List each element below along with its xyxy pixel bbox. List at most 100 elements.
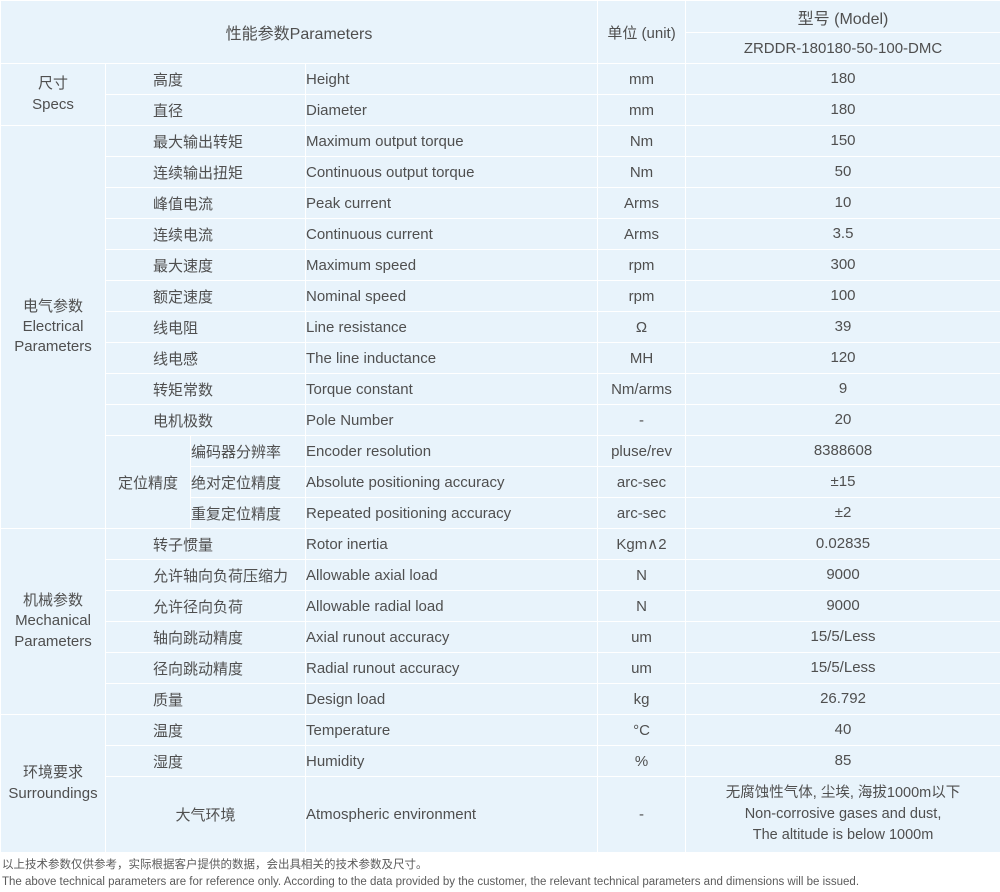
param-value: 3.5 — [686, 219, 1000, 250]
table-header: 性能参数Parameters 单位 (unit) 型号 (Model) ZRDD… — [1, 1, 1000, 64]
param-value: 50 — [686, 157, 1000, 188]
param-name-en: Continuous output torque — [306, 157, 598, 188]
param-name-en: Allowable radial load — [306, 591, 598, 622]
param-unit: MH — [598, 343, 686, 374]
param-name-zh: 最大输出转矩 — [106, 126, 306, 157]
footnote-zh: 以上技术参数仅供参考，实际根据客户提供的数据，会出具相关的技术参数及尺寸。 — [2, 857, 1000, 874]
param-name-en: Peak current — [306, 188, 598, 219]
param-name-zh: 线电阻 — [106, 312, 306, 343]
param-name-zh: 大气环境 — [106, 777, 306, 853]
param-name-zh: 转子惯量 — [106, 529, 306, 560]
param-value: 120 — [686, 343, 1000, 374]
param-name-en: Pole Number — [306, 405, 598, 436]
table-row: 峰值电流 Peak current Arms 10 — [1, 188, 1000, 219]
param-name-en: Absolute positioning accuracy — [306, 467, 598, 498]
header-model-code: ZRDDR-180180-50-100-DMC — [686, 33, 1000, 64]
param-unit: rpm — [598, 281, 686, 312]
param-value: 40 — [686, 715, 1000, 746]
param-unit: arc-sec — [598, 467, 686, 498]
param-name-en: Axial runout accuracy — [306, 622, 598, 653]
param-value: 39 — [686, 312, 1000, 343]
param-value: ±2 — [686, 498, 1000, 529]
param-value: 9000 — [686, 591, 1000, 622]
param-name-en: Maximum output torque — [306, 126, 598, 157]
param-name-en: Repeated positioning accuracy — [306, 498, 598, 529]
param-value: 9 — [686, 374, 1000, 405]
param-unit: Kgm∧2 — [598, 529, 686, 560]
param-name-zh: 径向跳动精度 — [106, 653, 306, 684]
param-unit: kg — [598, 684, 686, 715]
table-row: 线电感 The line inductance MH 120 — [1, 343, 1000, 374]
specifications-table: 性能参数Parameters 单位 (unit) 型号 (Model) ZRDD… — [0, 0, 1000, 853]
table-row: 大气环境 Atmospheric environment - 无腐蚀性气体, 尘… — [1, 777, 1000, 853]
param-unit: Nm/arms — [598, 374, 686, 405]
param-value: 20 — [686, 405, 1000, 436]
param-unit: Arms — [598, 219, 686, 250]
param-name-en: Nominal speed — [306, 281, 598, 312]
param-name-zh: 绝对定位精度 — [191, 467, 306, 498]
param-unit: um — [598, 622, 686, 653]
table-row: 轴向跳动精度 Axial runout accuracy um 15/5/Les… — [1, 622, 1000, 653]
param-name-en: Temperature — [306, 715, 598, 746]
table-row: 允许轴向负荷压缩力 Allowable axial load N 9000 — [1, 560, 1000, 591]
header-unit: 单位 (unit) — [598, 1, 686, 64]
param-value: 100 — [686, 281, 1000, 312]
param-name-zh: 峰值电流 — [106, 188, 306, 219]
footnote-en: The above technical parameters are for r… — [2, 874, 1000, 892]
param-value: 10 — [686, 188, 1000, 219]
param-name-zh: 额定速度 — [106, 281, 306, 312]
header-parameters: 性能参数Parameters — [1, 1, 598, 64]
table-row: 额定速度 Nominal speed rpm 100 — [1, 281, 1000, 312]
table-row: 允许径向负荷 Allowable radial load N 9000 — [1, 591, 1000, 622]
header-row-primary: 性能参数Parameters 单位 (unit) 型号 (Model) — [1, 1, 1000, 33]
table-row: 转矩常数 Torque constant Nm/arms 9 — [1, 374, 1000, 405]
param-value: 15/5/Less — [686, 653, 1000, 684]
param-name-en: Height — [306, 64, 598, 95]
table-row: 质量 Design load kg 26.792 — [1, 684, 1000, 715]
param-value: 26.792 — [686, 684, 1000, 715]
param-name-zh: 质量 — [106, 684, 306, 715]
param-name-en: Rotor inertia — [306, 529, 598, 560]
param-name-en: Line resistance — [306, 312, 598, 343]
param-name-en: Design load — [306, 684, 598, 715]
param-name-zh: 编码器分辨率 — [191, 436, 306, 467]
param-name-en: Maximum speed — [306, 250, 598, 281]
table-row: 直径 Diameter mm 180 — [1, 95, 1000, 126]
param-value: 85 — [686, 746, 1000, 777]
param-name-zh: 连续电流 — [106, 219, 306, 250]
param-unit: pluse/rev — [598, 436, 686, 467]
param-name-zh: 轴向跳动精度 — [106, 622, 306, 653]
param-value: 300 — [686, 250, 1000, 281]
param-unit: - — [598, 777, 686, 853]
footnotes: 以上技术参数仅供参考，实际根据客户提供的数据，会出具相关的技术参数及尺寸。 Th… — [0, 853, 1000, 892]
table-row: 线电阻 Line resistance Ω 39 — [1, 312, 1000, 343]
param-name-zh: 允许轴向负荷压缩力 — [106, 560, 306, 591]
param-name-en: Radial runout accuracy — [306, 653, 598, 684]
param-unit: N — [598, 591, 686, 622]
param-name-zh: 高度 — [106, 64, 306, 95]
group-positioning-accuracy: 定位精度 — [106, 436, 191, 529]
param-name-en: Humidity — [306, 746, 598, 777]
param-unit: rpm — [598, 250, 686, 281]
param-name-en: Continuous current — [306, 219, 598, 250]
table-row: 连续电流 Continuous current Arms 3.5 — [1, 219, 1000, 250]
param-name-zh: 温度 — [106, 715, 306, 746]
param-name-en: Torque constant — [306, 374, 598, 405]
param-value: ±15 — [686, 467, 1000, 498]
param-name-zh: 线电感 — [106, 343, 306, 374]
param-name-zh: 直径 — [106, 95, 306, 126]
param-value: 0.02835 — [686, 529, 1000, 560]
param-unit: mm — [598, 64, 686, 95]
param-unit: N — [598, 560, 686, 591]
param-name-zh: 转矩常数 — [106, 374, 306, 405]
param-unit: arc-sec — [598, 498, 686, 529]
